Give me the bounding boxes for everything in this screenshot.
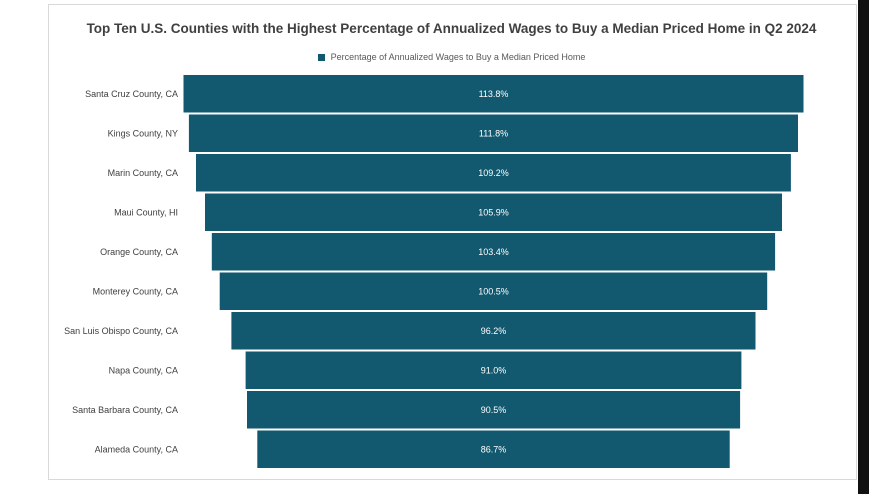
data-label: 109.2% — [478, 168, 509, 178]
chart-legend: Percentage of Annualized Wages to Buy a … — [48, 52, 855, 62]
funnel-bar — [188, 114, 798, 152]
funnel-bar — [205, 193, 782, 231]
category-label: Santa Barbara County, CA — [72, 405, 178, 415]
category-label: Orange County, CA — [100, 247, 178, 257]
funnel-bar — [196, 154, 791, 192]
window-edge — [858, 0, 869, 494]
category-label: Alameda County, CA — [95, 444, 178, 454]
category-label: Marin County, CA — [108, 168, 178, 178]
category-label: Monterey County, CA — [93, 286, 178, 296]
data-label: 105.9% — [478, 207, 509, 217]
chart-title: Top Ten U.S. Counties with the Highest P… — [86, 21, 817, 36]
funnel-bar — [219, 272, 768, 310]
data-label: 111.8% — [479, 128, 508, 138]
data-label: 100.5% — [478, 286, 509, 296]
data-label: 86.7% — [481, 444, 507, 454]
category-label: Santa Cruz County, CA — [85, 89, 178, 99]
category-label: Kings County, NY — [108, 128, 178, 138]
category-label: Napa County, CA — [109, 365, 178, 375]
category-label: Maui County, HI — [114, 207, 178, 217]
funnel-bar — [211, 233, 776, 271]
data-label: 103.4% — [478, 247, 509, 257]
data-label: 91.0% — [481, 365, 507, 375]
category-label: San Luis Obispo County, CA — [64, 326, 178, 336]
data-label: 96.2% — [481, 326, 507, 336]
legend-label: Percentage of Annualized Wages to Buy a … — [330, 52, 586, 62]
legend-swatch — [317, 53, 325, 61]
funnel-bar — [257, 430, 730, 468]
data-label: 113.8% — [479, 89, 509, 99]
funnel-bar — [231, 312, 756, 350]
data-label: 90.5% — [481, 405, 507, 415]
funnel-bar — [247, 391, 741, 429]
funnel-bar — [183, 75, 804, 113]
funnel-bar — [245, 351, 742, 389]
